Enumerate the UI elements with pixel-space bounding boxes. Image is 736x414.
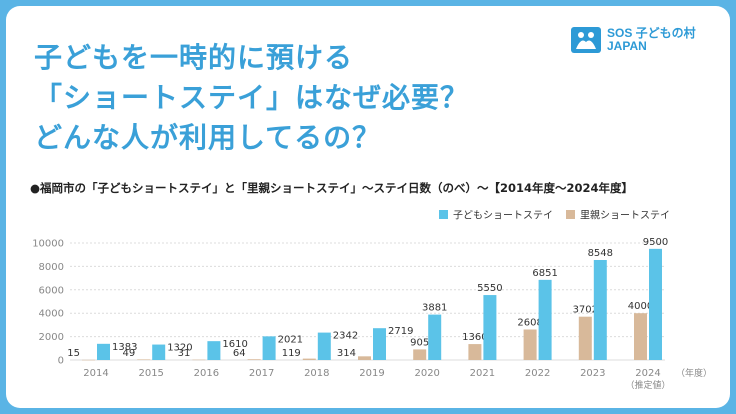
- bar-satooya: [302, 358, 316, 360]
- bar-kodomo: [97, 343, 110, 360]
- bar-satooya: [137, 359, 151, 360]
- data-label-kodomo: 1610: [222, 339, 247, 350]
- bar-kodomo: [483, 295, 497, 360]
- data-label-satooya: 15: [67, 348, 80, 359]
- x-tick-label: 2014: [83, 368, 108, 379]
- bar-kodomo: [428, 314, 442, 360]
- data-label-satooya: 905: [410, 337, 429, 348]
- x-tick-label: 2019: [359, 368, 384, 379]
- data-label-satooya: 64: [233, 348, 246, 359]
- x-tick-label: 2022: [525, 368, 550, 379]
- x-tick-note: （推定値）: [625, 379, 670, 391]
- data-label-satooya: 4000: [628, 301, 653, 312]
- data-label-kodomo: 1383: [112, 342, 137, 353]
- data-label-kodomo: 2719: [388, 326, 413, 337]
- x-tick-label: 2015: [138, 368, 163, 379]
- x-tick-label: 2023: [580, 368, 605, 379]
- data-label-satooya: 3702: [573, 305, 598, 316]
- bar-satooya: [192, 359, 206, 361]
- logo-text-line-2: JAPAN: [607, 39, 647, 53]
- bar-satooya: [413, 349, 427, 360]
- y-tick-label: 8000: [39, 262, 64, 273]
- legend-label-kodomo: 子どもショートステイ: [453, 210, 553, 222]
- bar-satooya: [82, 359, 95, 361]
- bar-kodomo: [262, 336, 276, 360]
- bar-satooya: [468, 344, 482, 360]
- bar-kodomo: [593, 259, 607, 360]
- x-tick-label: 2017: [249, 368, 274, 379]
- bar-satooya: [634, 313, 647, 360]
- data-label-kodomo: 6851: [532, 268, 557, 279]
- bar-kodomo: [317, 332, 331, 360]
- legend-label-satooya: 里親ショートステイ: [580, 209, 670, 222]
- x-tick-label: 2020: [414, 368, 439, 379]
- data-label-kodomo: 2342: [333, 331, 358, 342]
- headline: 子どもを一時的に預ける 「ショートステイ」はなぜ必要？ どんな人が利用してるの？: [34, 38, 469, 158]
- bar-kodomo: [373, 328, 386, 360]
- bar-kodomo: [152, 344, 166, 360]
- bar-satooya: [578, 316, 592, 360]
- x-tick-label: 2018: [304, 368, 329, 379]
- bar-satooya: [523, 329, 537, 360]
- headline-line-2: 「ショートステイ」はなぜ必要？: [34, 81, 470, 114]
- logo: SOS 子どもの村 JAPAN: [571, 27, 696, 53]
- bar-kodomo: [538, 279, 552, 360]
- data-label-satooya: 314: [337, 348, 356, 359]
- data-label-kodomo: 3881: [422, 303, 447, 314]
- y-tick-label: 0: [58, 356, 64, 367]
- data-label-satooya: 2608: [517, 317, 542, 328]
- y-tick-label: 10000: [32, 239, 64, 250]
- bar-satooya: [358, 356, 371, 360]
- card-background: [6, 6, 730, 408]
- x-axis-unit: （年度）: [676, 367, 712, 379]
- x-tick-label: 2024: [635, 368, 660, 379]
- headline-line-1: 子どもを一時的に預ける: [34, 41, 354, 74]
- data-label-kodomo: 8548: [588, 248, 613, 259]
- data-label-satooya: 1360: [462, 332, 487, 343]
- data-label-kodomo: 5550: [477, 283, 502, 294]
- bar-satooya: [247, 359, 261, 360]
- data-label-satooya: 31: [178, 348, 191, 359]
- legend-swatch-satooya: [566, 210, 575, 219]
- y-tick-label: 2000: [39, 332, 64, 343]
- legend-swatch-kodomo: [439, 210, 448, 219]
- y-tick-label: 4000: [39, 309, 64, 320]
- bar-kodomo: [207, 341, 221, 360]
- data-label-kodomo: 9500: [643, 237, 668, 248]
- family-logo-icon: [571, 27, 601, 53]
- logo-text-line-1: SOS 子どもの村: [607, 26, 696, 40]
- data-label-kodomo: 2021: [278, 334, 303, 345]
- x-tick-label: 2016: [194, 368, 219, 379]
- x-tick-label: 2021: [470, 368, 495, 379]
- y-tick-label: 6000: [39, 285, 64, 296]
- data-label-kodomo: 1320: [167, 343, 192, 354]
- headline-line-3: どんな人が利用してるの？: [34, 121, 382, 154]
- chart-title: ●福岡市の「子どもショートステイ」と「里親ショートステイ」～ステイ日数（のべ）～…: [30, 181, 634, 195]
- bar-kodomo: [649, 248, 662, 360]
- data-label-satooya: 119: [282, 348, 301, 359]
- data-label-satooya: 49: [122, 348, 135, 359]
